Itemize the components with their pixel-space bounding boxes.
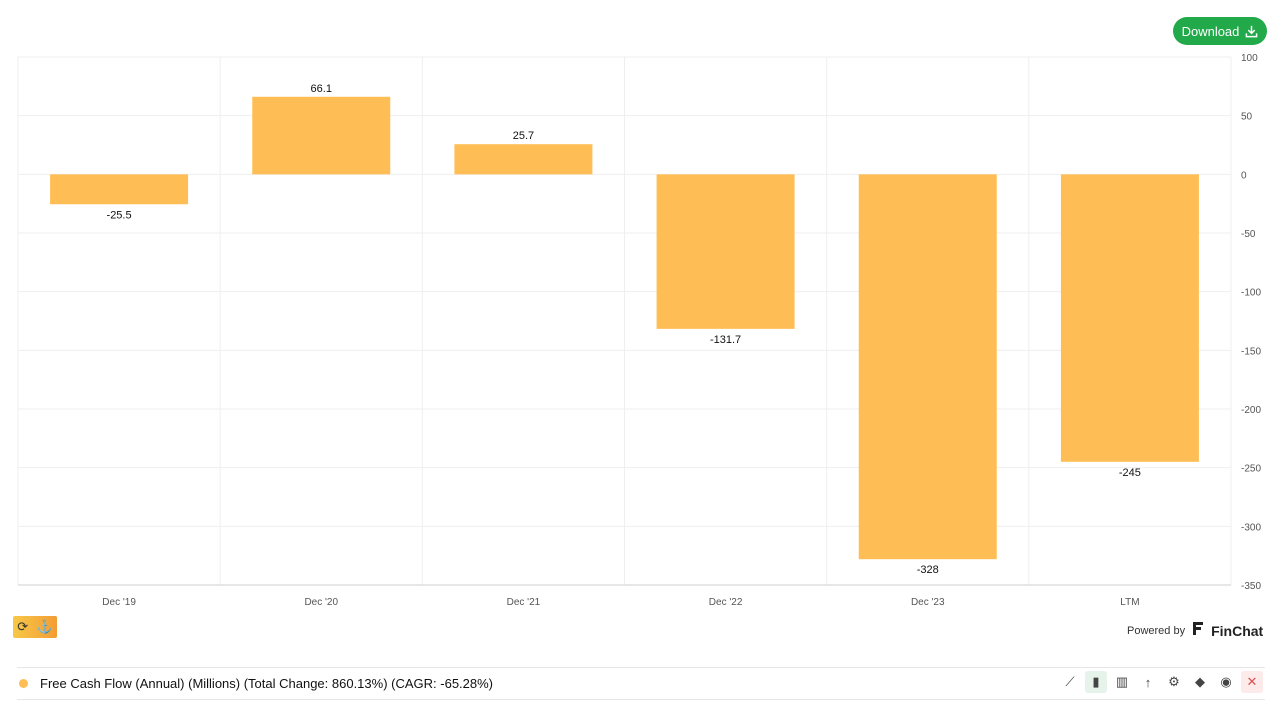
x-tick-label: Dec '20 [304, 597, 338, 608]
stacked-bar-icon[interactable]: ▥ [1115, 674, 1129, 689]
data-label: -245 [1119, 467, 1141, 479]
gear-icon[interactable]: ⚙ [1168, 674, 1180, 689]
company-logo: ⟳ ⚓ [13, 616, 57, 638]
eye-icon[interactable]: ◉ [1220, 674, 1232, 689]
download-label: Download [1181, 23, 1240, 39]
bar[interactable] [1060, 174, 1199, 462]
legend-bar: Free Cash Flow (Annual) (Millions) (Tota… [17, 667, 1265, 700]
bar[interactable] [50, 174, 189, 205]
data-label: -328 [917, 564, 939, 576]
powered-by[interactable]: Powered by FinChat [1127, 621, 1263, 641]
y-tick-label: -300 [1241, 522, 1261, 533]
anchor-icon: ⚓ [36, 619, 53, 634]
line-chart-icon[interactable]: ⟋ [1065, 674, 1075, 689]
x-tick-label: Dec '19 [102, 597, 136, 608]
x-tick-label: Dec '23 [911, 597, 945, 608]
close-icon[interactable]: ✕ [1241, 671, 1263, 693]
y-tick-label: -50 [1241, 229, 1256, 240]
refresh-icon: ⟳ [17, 619, 29, 634]
series-toolbar: ⟋ ▮ ▥ ↑ ⚙ ◆ ◉ ✕ [1059, 671, 1263, 693]
bar[interactable] [858, 174, 997, 560]
legend-label[interactable]: Free Cash Flow (Annual) (Millions) (Tota… [40, 676, 494, 691]
download-button[interactable]: Download [1173, 17, 1267, 45]
finchat-logo-icon [1191, 621, 1205, 641]
x-tick-label: Dec '22 [709, 597, 743, 608]
y-tick-label: -250 [1241, 464, 1261, 475]
bar[interactable] [454, 144, 593, 175]
x-tick-label: Dec '21 [507, 597, 541, 608]
tag-icon[interactable]: ◆ [1195, 674, 1205, 689]
powered-by-text: Powered by [1127, 625, 1186, 637]
bar-chart-icon[interactable]: ▮ [1085, 671, 1107, 693]
y-tick-label: -100 [1241, 288, 1261, 299]
x-tick-label: LTM [1120, 597, 1139, 608]
legend-marker[interactable] [19, 679, 28, 688]
download-icon [1245, 25, 1258, 38]
y-tick-label: 50 [1241, 112, 1253, 123]
y-tick-label: 0 [1241, 170, 1247, 181]
bar[interactable] [252, 96, 391, 175]
bar[interactable] [656, 174, 795, 329]
y-tick-label: 100 [1241, 53, 1258, 64]
y-tick-label: -200 [1241, 405, 1261, 416]
y-tick-label: -150 [1241, 346, 1261, 357]
y-tick-label: -350 [1241, 581, 1261, 592]
data-label: 66.1 [311, 83, 332, 95]
finchat-brand: FinChat [1211, 623, 1264, 639]
data-label: 25.7 [513, 130, 534, 142]
data-label: -25.5 [107, 209, 132, 221]
sort-icon[interactable]: ↑ [1144, 674, 1152, 690]
data-label: -131.7 [710, 334, 741, 346]
